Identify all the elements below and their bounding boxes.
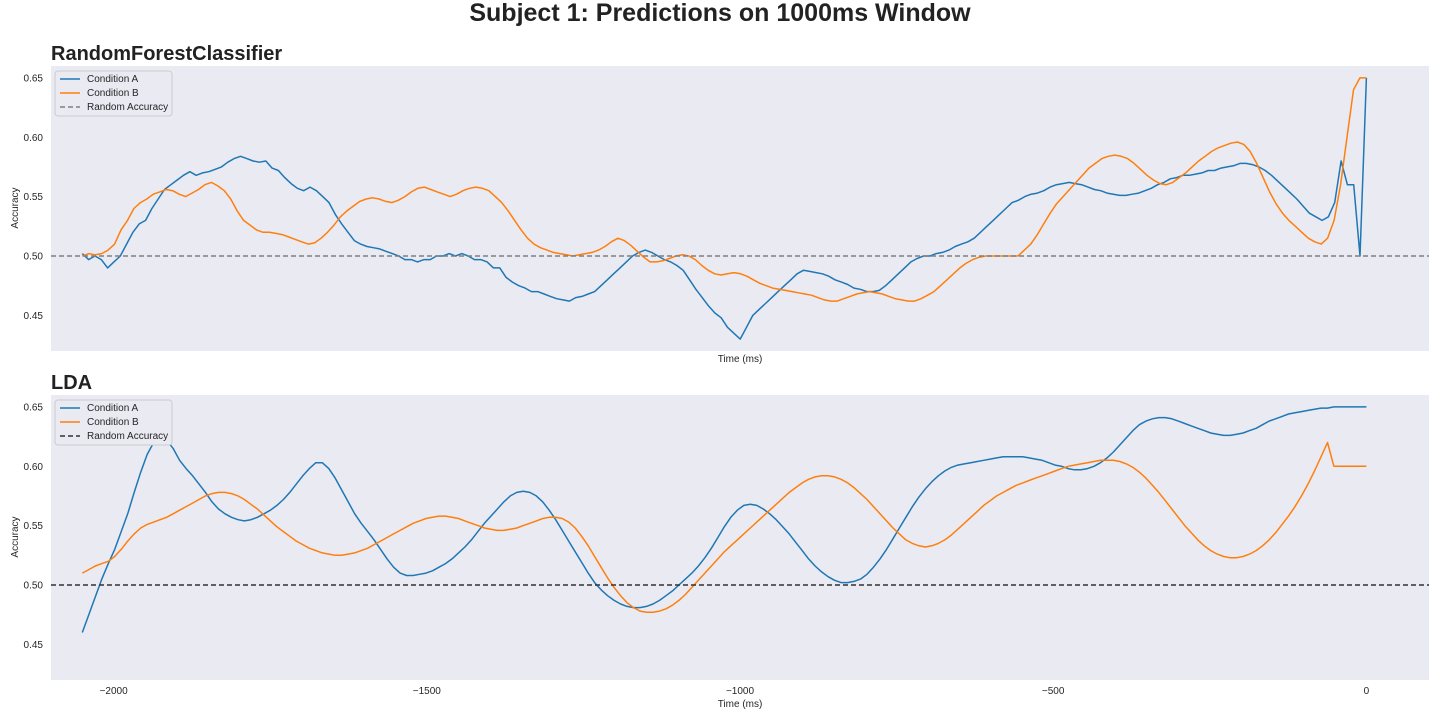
legend-box (54, 399, 173, 446)
y-tick-label: 0.65 (24, 402, 44, 413)
panel-lda: LDA 0.45 0.50 0.55 0.60 0.65 −2000 −1500 −1000… (10, 372, 1429, 710)
y-ticks-lda: 0.45 0.50 0.55 0.60 0.65 (24, 402, 44, 651)
plot-area-randomforest (51, 66, 1429, 351)
legend-lda: Condition A Condition B Random Accuracy (54, 399, 173, 446)
legend-label-condition-b: Condition B (87, 417, 139, 428)
legend-label-random-accuracy: Random Accuracy (87, 431, 168, 442)
x-axis-label-lda: Time (ms) (718, 699, 763, 710)
figure-suptitle: Subject 1: Predictions on 1000ms Window (469, 0, 971, 27)
legend-randomforest: Condition A Condition B Random Accuracy (54, 70, 173, 117)
y-axis-label-randomforest: Accuracy (10, 187, 21, 228)
x-axis-label-randomforest: Time (ms) (718, 354, 763, 365)
legend-label-condition-a: Condition A (87, 403, 138, 414)
y-tick-label: 0.60 (24, 462, 44, 473)
y-tick-label: 0.45 (24, 640, 44, 651)
panel-title-lda: LDA (51, 372, 92, 394)
y-tick-label: 0.60 (24, 133, 44, 144)
x-tick-label: −1000 (726, 686, 755, 697)
panel-randomforest: RandomForestClassifier 0.450.500.550.600… (10, 43, 1429, 365)
legend-label-condition-a: Condition A (87, 74, 138, 85)
legend-box (54, 70, 173, 117)
y-tick-label: 0.55 (24, 521, 44, 532)
y-tick-label: 0.50 (24, 581, 44, 592)
series-line-condition-b (81, 441, 1367, 614)
x-tick-label: −500 (1042, 686, 1065, 697)
panel-title-randomforest: RandomForestClassifier (51, 43, 282, 65)
series-line-condition-a (81, 406, 1367, 633)
y-axis-label-lda: Accuracy (10, 516, 21, 557)
y-tick-label: 0.65 (24, 73, 44, 84)
x-tick-label: −1500 (413, 686, 442, 697)
x-tick-label: 0 (1364, 686, 1370, 697)
series-layer-lda (51, 406, 1429, 633)
y-ticks-randomforest: 0.45 0.50 0.55 0.60 0.65 (24, 73, 44, 322)
x-tick-label: −2000 (100, 686, 129, 697)
y-tick-label: 0.55 (24, 192, 44, 203)
x-ticks-lda: −2000 −1500 −1000 −500 0 (100, 686, 1370, 697)
legend-label-random-accuracy: Random Accuracy (87, 102, 168, 113)
legend-label-condition-b: Condition B (87, 88, 139, 99)
series-line-condition-a (81, 77, 1368, 340)
y-tick-label: 0.45 (24, 311, 44, 322)
series-line-condition-b (82, 77, 1367, 302)
y-tick-label: 0.50 (24, 252, 44, 263)
series-layer-randomforest (51, 77, 1429, 340)
